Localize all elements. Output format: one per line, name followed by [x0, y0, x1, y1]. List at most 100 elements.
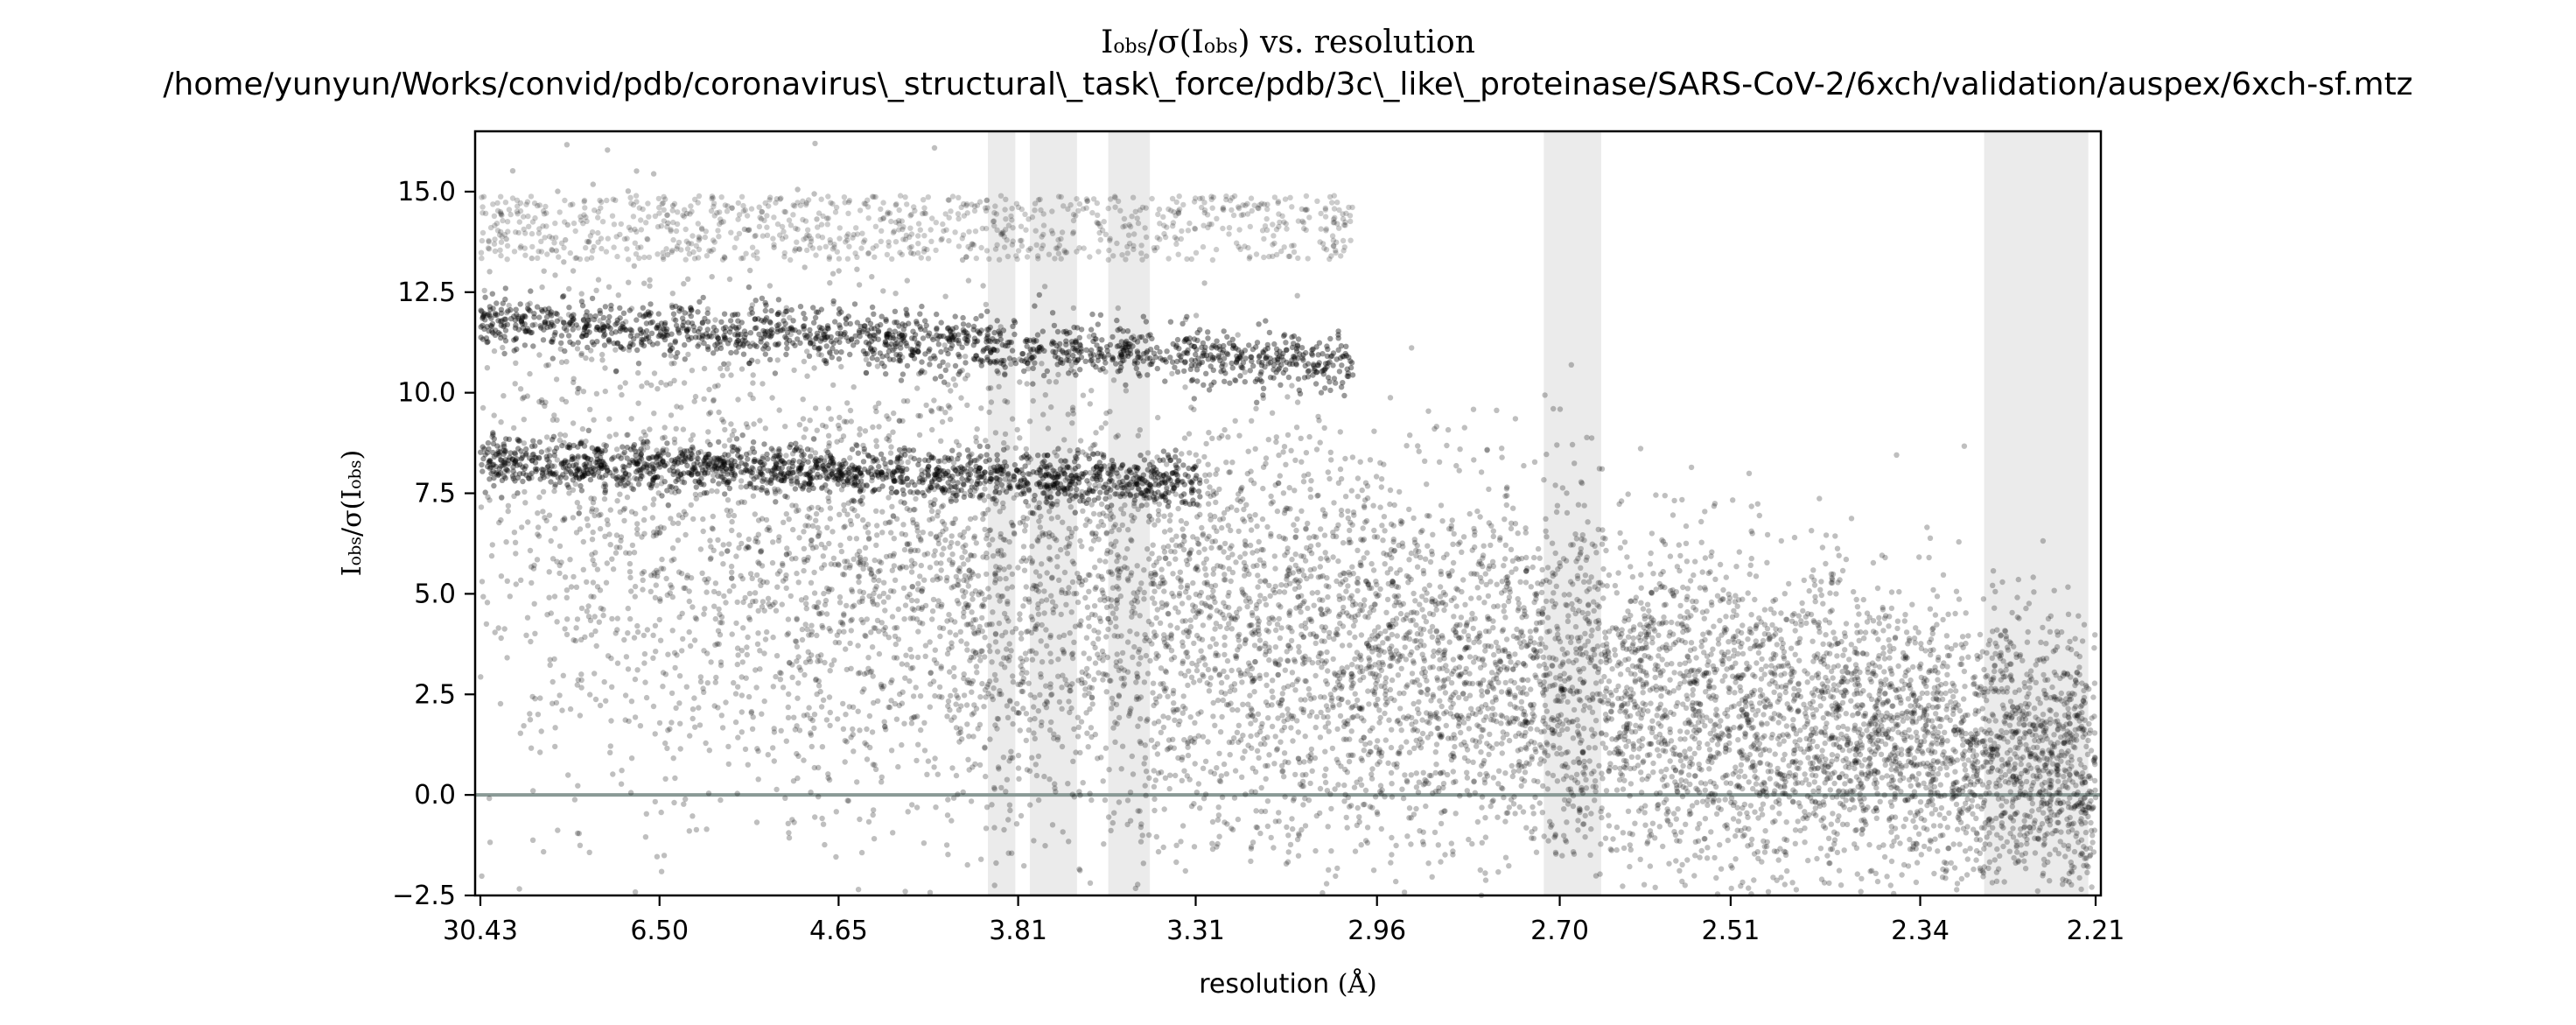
data-point: [1015, 765, 1022, 771]
data-point: [1677, 757, 1684, 764]
data-point: [1354, 697, 1361, 704]
data-point: [1830, 686, 1837, 693]
data-point: [1946, 810, 1952, 817]
data-point: [1276, 615, 1283, 622]
data-point: [965, 583, 972, 589]
data-point: [1531, 740, 1537, 746]
data-point: [1875, 737, 1881, 743]
data-point: [1658, 693, 1664, 699]
data-point: [1413, 784, 1420, 790]
data-point: [2004, 750, 2011, 756]
data-point: [1193, 452, 1200, 458]
data-point: [1704, 662, 1711, 668]
data-point: [1970, 765, 1978, 771]
data-point: [1865, 670, 1871, 676]
data-point: [1338, 475, 1345, 482]
data-point: [1495, 768, 1502, 774]
data-point: [1321, 513, 1328, 519]
data-point: [1502, 818, 1508, 825]
data-point: [2040, 842, 2047, 848]
data-point: [876, 650, 883, 657]
data-point: [1634, 754, 1642, 761]
data-point: [2051, 587, 2057, 593]
data-point: [1522, 530, 1530, 536]
data-point: [1653, 586, 1659, 593]
data-point: [640, 516, 648, 523]
data-point: [826, 443, 832, 449]
data-point: [1428, 698, 1434, 704]
data-point: [1835, 663, 1841, 669]
data-point: [1894, 714, 1900, 721]
data-point: [2048, 707, 2054, 714]
data-point: [1105, 626, 1111, 633]
data-point: [1476, 739, 1483, 745]
data-point: [529, 693, 536, 700]
data-point: [2034, 888, 2040, 895]
data-point: [838, 548, 845, 555]
data-point: [1960, 742, 1966, 748]
data-point: [1717, 617, 1723, 624]
data-point: [1659, 644, 1666, 650]
data-point: [1113, 434, 1119, 440]
data-point: [1368, 560, 1375, 567]
data-point: [1541, 833, 1547, 839]
data-point: [1768, 656, 1774, 663]
data-point: [2041, 861, 2048, 868]
data-point: [821, 590, 827, 597]
data-point: [1425, 408, 1432, 414]
data-point: [1691, 750, 1698, 757]
data-point: [1944, 772, 1950, 778]
data-point: [2021, 721, 2027, 727]
data-point: [847, 640, 853, 647]
data-point: [1428, 772, 1434, 779]
data-point: [935, 598, 942, 604]
data-point: [1039, 621, 1045, 628]
data-point: [769, 559, 776, 566]
data-point: [1270, 694, 1276, 700]
data-point: [929, 426, 935, 433]
data-point: [1348, 803, 1354, 809]
data-point: [1827, 590, 1833, 596]
data-point: [1422, 586, 1428, 593]
data-point: [1023, 523, 1029, 529]
data-point: [1595, 579, 1602, 586]
data-point: [2031, 589, 2037, 595]
data-point: [1155, 517, 1161, 523]
data-point: [632, 714, 639, 720]
data-point: [631, 550, 638, 556]
data-point: [1293, 425, 1300, 431]
data-point: [1468, 571, 1474, 577]
data-point: [1406, 805, 1413, 811]
data-point: [1844, 670, 1852, 676]
data-point: [1393, 842, 1399, 849]
data-point: [1038, 674, 1044, 680]
data-point: [712, 642, 718, 648]
data-point: [1717, 561, 1724, 568]
data-point: [552, 272, 558, 278]
data-point: [1614, 626, 1620, 633]
data-point: [625, 188, 632, 194]
data-point: [1779, 684, 1785, 690]
data-point: [652, 731, 658, 737]
data-point: [1229, 706, 1236, 713]
data-point: [1936, 811, 1942, 818]
data-point: [1580, 821, 1586, 827]
data-point: [634, 530, 640, 537]
data-point: [1286, 485, 1292, 491]
data-point: [813, 517, 819, 523]
data-point: [527, 547, 534, 554]
data-point: [1137, 646, 1143, 653]
data-point: [1081, 650, 1087, 656]
data-point: [605, 147, 611, 153]
data-point: [1598, 658, 1604, 665]
data-point: [1848, 698, 1854, 704]
data-point: [1677, 602, 1684, 609]
data-point: [746, 616, 753, 623]
data-point: [1054, 564, 1060, 570]
data-point: [1690, 727, 1698, 734]
data-point: [1160, 636, 1167, 642]
data-point: [1048, 516, 1055, 522]
data-point: [1765, 888, 1772, 895]
data-point: [1438, 859, 1444, 865]
data-point: [2039, 799, 2045, 806]
